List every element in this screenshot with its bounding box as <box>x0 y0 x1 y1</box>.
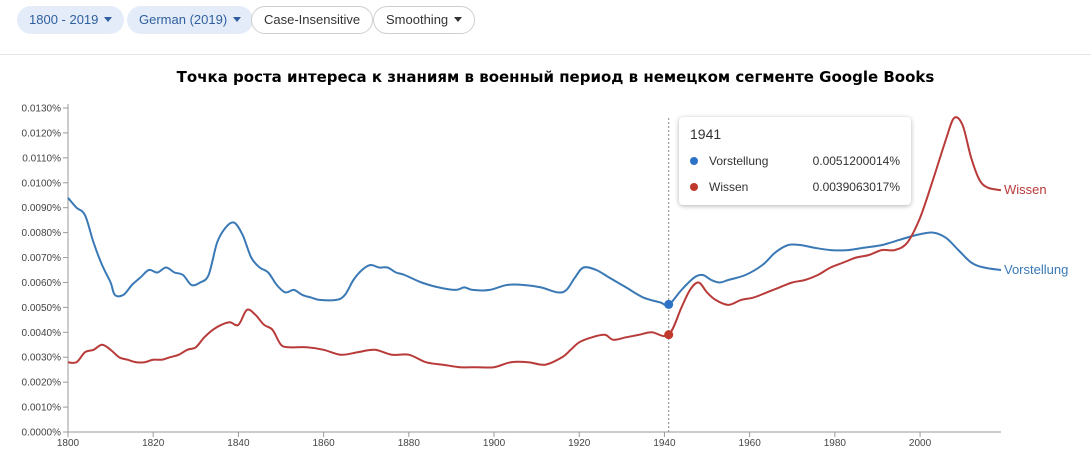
y-tick-label: 0.0000% <box>22 428 62 439</box>
chevron-down-icon <box>104 17 113 23</box>
toolbar: 1800 - 2019 German (2019) Case-Insensiti… <box>0 0 1091 55</box>
y-tick-label: 0.0130% <box>22 104 62 115</box>
y-tick-label: 0.0030% <box>22 353 62 364</box>
y-tick-label: 0.0050% <box>22 303 62 314</box>
year-range-label: 1800 - 2019 <box>29 12 99 27</box>
y-tick-label: 0.0090% <box>22 203 62 214</box>
x-tick-label: 1940 <box>653 438 676 449</box>
x-tick-label: 1820 <box>142 438 165 449</box>
series-line-vorstellung <box>67 197 1002 307</box>
y-tick-label: 0.0080% <box>22 228 62 239</box>
tooltip-series-value: 0.0051200014% <box>812 154 900 168</box>
y-tick-label: 0.0120% <box>22 128 62 139</box>
tooltip-year: 1941 <box>690 126 722 142</box>
tooltip-series-name: Vorstellung <box>709 154 769 168</box>
chevron-down-icon <box>454 17 463 23</box>
year-range-dropdown[interactable]: 1800 - 2019 <box>17 6 125 34</box>
corpus-label: German (2019) <box>139 12 228 27</box>
y-tick-label: 0.0010% <box>22 403 62 414</box>
tooltip-row-wissen: Wissen 0.0039063017% <box>690 180 900 196</box>
series-line-wissen <box>67 116 1002 369</box>
series-label-vorstellung: Vorstellung <box>1004 262 1068 277</box>
y-tick-label: 0.0020% <box>22 378 62 389</box>
case-label: Case-Insensitive <box>264 12 361 27</box>
tooltip-row-vorstellung: Vorstellung 0.0051200014% <box>690 154 900 170</box>
smoothing-label: Smoothing <box>386 12 449 27</box>
y-tick-label: 0.0100% <box>22 178 62 189</box>
hover-point-wissen <box>664 330 674 340</box>
hover-tooltip: 1941 Vorstellung 0.0051200014% Wissen 0.… <box>679 117 911 205</box>
chevron-down-icon <box>233 17 242 23</box>
x-tick-label: 1980 <box>824 438 847 449</box>
corpus-dropdown[interactable]: German (2019) <box>127 6 254 34</box>
x-tick-label: 1900 <box>483 438 506 449</box>
x-tick-label: 1920 <box>568 438 591 449</box>
series-dot-icon <box>690 183 698 191</box>
tooltip-series-name: Wissen <box>709 180 749 194</box>
x-tick-label: 1880 <box>398 438 421 449</box>
case-insensitive-toggle[interactable]: Case-Insensitive <box>251 6 374 34</box>
hover-point-vorstellung <box>664 299 674 309</box>
x-tick-label: 2000 <box>909 438 932 449</box>
series-label-wissen: Wissen <box>1004 182 1047 197</box>
tooltip-series-value: 0.0039063017% <box>812 180 900 194</box>
y-tick-label: 0.0040% <box>22 328 62 339</box>
x-tick-label: 1800 <box>57 438 80 449</box>
chart-title: Точка роста интереса к знаниям в военный… <box>176 68 935 86</box>
x-tick-label: 1960 <box>739 438 762 449</box>
y-tick-label: 0.0070% <box>22 253 62 264</box>
smoothing-dropdown[interactable]: Smoothing <box>373 6 476 34</box>
x-tick-label: 1860 <box>312 438 335 449</box>
x-tick-label: 1840 <box>227 438 250 449</box>
series-dot-icon <box>690 157 698 165</box>
y-tick-label: 0.0060% <box>22 278 62 289</box>
y-tick-label: 0.0110% <box>22 153 61 164</box>
